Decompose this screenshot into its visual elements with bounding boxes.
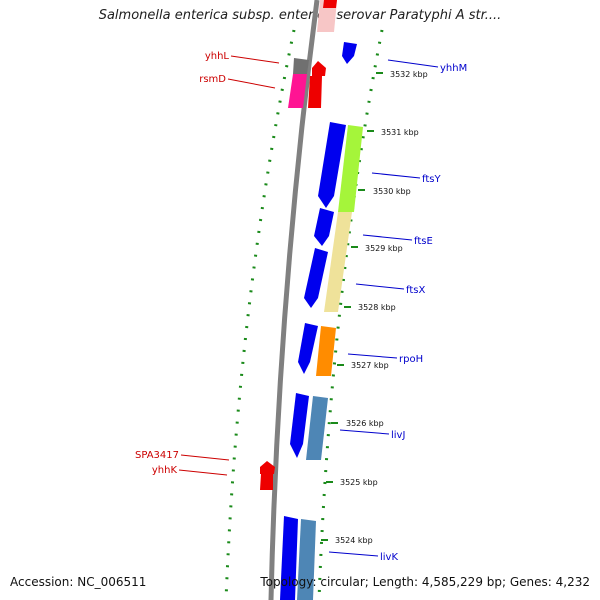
category-bar-yhhL: [293, 58, 309, 74]
gene-arrow: [308, 61, 326, 108]
gene-arrow: [323, 0, 337, 8]
category-bar-ftsY: [338, 125, 363, 212]
forward-strand-genes: [280, 42, 357, 600]
reverse-gene-labels: yhhL rsmD SPA3417 yhhK: [135, 51, 229, 476]
scale-label: 3528 kbp: [358, 303, 396, 312]
gene-label-yhhL: yhhL: [205, 51, 230, 62]
gene-label-rpoH: rpoH: [399, 354, 423, 365]
scale-label: 3526 kbp: [346, 419, 384, 428]
gene-arrow: [280, 516, 298, 600]
gene-label-SPA3417: SPA3417: [135, 450, 179, 461]
scale-ticks: [321, 72, 383, 541]
gene-arrow: [298, 323, 318, 374]
scale-label: 3531 kbp: [381, 128, 419, 137]
category-bar-livJ: [306, 396, 328, 460]
gene-label-livK: livK: [380, 552, 398, 563]
scale-label: 3529 kbp: [365, 244, 403, 253]
scale-label: 3532 kbp: [390, 70, 428, 79]
scale-label: 3527 kbp: [351, 361, 389, 370]
scale-labels: 3532 kbp 3531 kbp 3530 kbp 3529 kbp 3528…: [335, 70, 428, 545]
scale-label: 3524 kbp: [335, 536, 373, 545]
genome-backbone: [268, 0, 320, 600]
gene-label-ftsY: ftsY: [422, 174, 441, 185]
category-bar-rpoH: [316, 326, 336, 376]
genome-summary: Topology: circular; Length: 4,585,229 bp…: [260, 575, 590, 589]
gene-label-ftsX: ftsX: [406, 285, 425, 296]
reverse-gene-leaders: [178, 55, 280, 476]
gene-arrow: [314, 208, 334, 246]
forward-gene-labels: yhhM ftsY ftsE ftsX rpoH livJ livK: [380, 63, 467, 563]
category-bar-rsmD: [288, 74, 307, 108]
gene-label-ftsE: ftsE: [414, 236, 433, 247]
gene-arrow: [342, 42, 357, 64]
gene-arrow: [318, 122, 346, 208]
gene-label-yhhK: yhhK: [152, 465, 178, 476]
gene-label-livJ: livJ: [391, 430, 405, 441]
gene-label-rsmD: rsmD: [199, 74, 226, 85]
category-bar-ftsE-ftsX: [324, 212, 352, 312]
accession-label: Accession: NC_006511: [10, 575, 147, 589]
gene-arrow: [304, 248, 328, 308]
forward-gene-leaders: [328, 59, 439, 557]
reverse-strand-genes: [260, 0, 337, 490]
scale-label: 3525 kbp: [340, 478, 378, 487]
category-bar-livK: [297, 519, 316, 600]
gene-label-yhhM: yhhM: [440, 63, 467, 74]
forward-strand-categories: [297, 125, 363, 600]
map-title: Salmonella enterica subsp. enterica sero…: [98, 8, 502, 23]
gene-arrow: [260, 461, 275, 490]
scale-label: 3530 kbp: [373, 187, 411, 196]
gene-arrow: [290, 393, 309, 458]
